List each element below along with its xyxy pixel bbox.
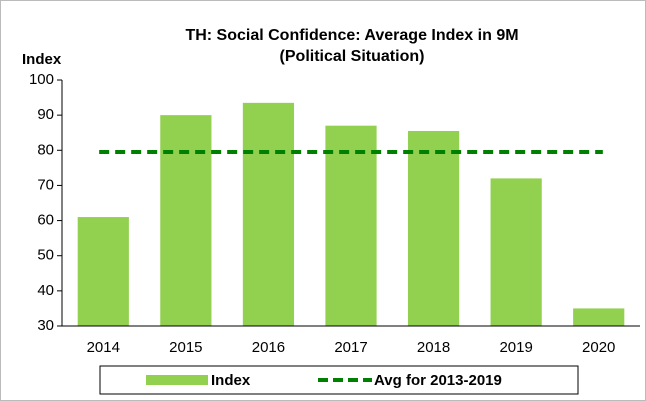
bar	[160, 115, 212, 327]
bar	[325, 125, 377, 326]
y-tick-label: 30	[37, 317, 54, 334]
legend-label: Avg for 2013-2019	[374, 372, 502, 389]
y-tick-label: 80	[37, 141, 54, 158]
x-tick-label: 2014	[87, 339, 120, 356]
x-tick-label: 2015	[169, 339, 202, 356]
y-tick-label: 60	[37, 212, 54, 229]
legend-swatch	[146, 375, 208, 385]
x-tick-label: 2016	[252, 339, 285, 356]
x-tick-label: 2019	[499, 339, 532, 356]
x-tick-label: 2018	[417, 339, 450, 356]
chart-title: TH: Social Confidence: Average Index in …	[185, 27, 518, 44]
y-tick-label: 100	[29, 71, 54, 88]
y-tick-label: 50	[37, 247, 54, 264]
x-tick-label: 2020	[582, 339, 615, 356]
y-tick-label: 90	[37, 106, 54, 123]
bar	[77, 217, 129, 326]
y-tick-label: 70	[37, 176, 54, 193]
chart-subtitle: (Political Situation)	[280, 48, 425, 65]
bar	[407, 130, 460, 326]
legend-label: Index	[211, 372, 251, 389]
bar	[573, 308, 625, 326]
bar	[242, 102, 295, 326]
y-tick-label: 40	[37, 282, 54, 299]
x-tick-label: 2017	[334, 339, 367, 356]
bar	[490, 178, 542, 326]
y-axis-label: Index	[22, 51, 62, 68]
